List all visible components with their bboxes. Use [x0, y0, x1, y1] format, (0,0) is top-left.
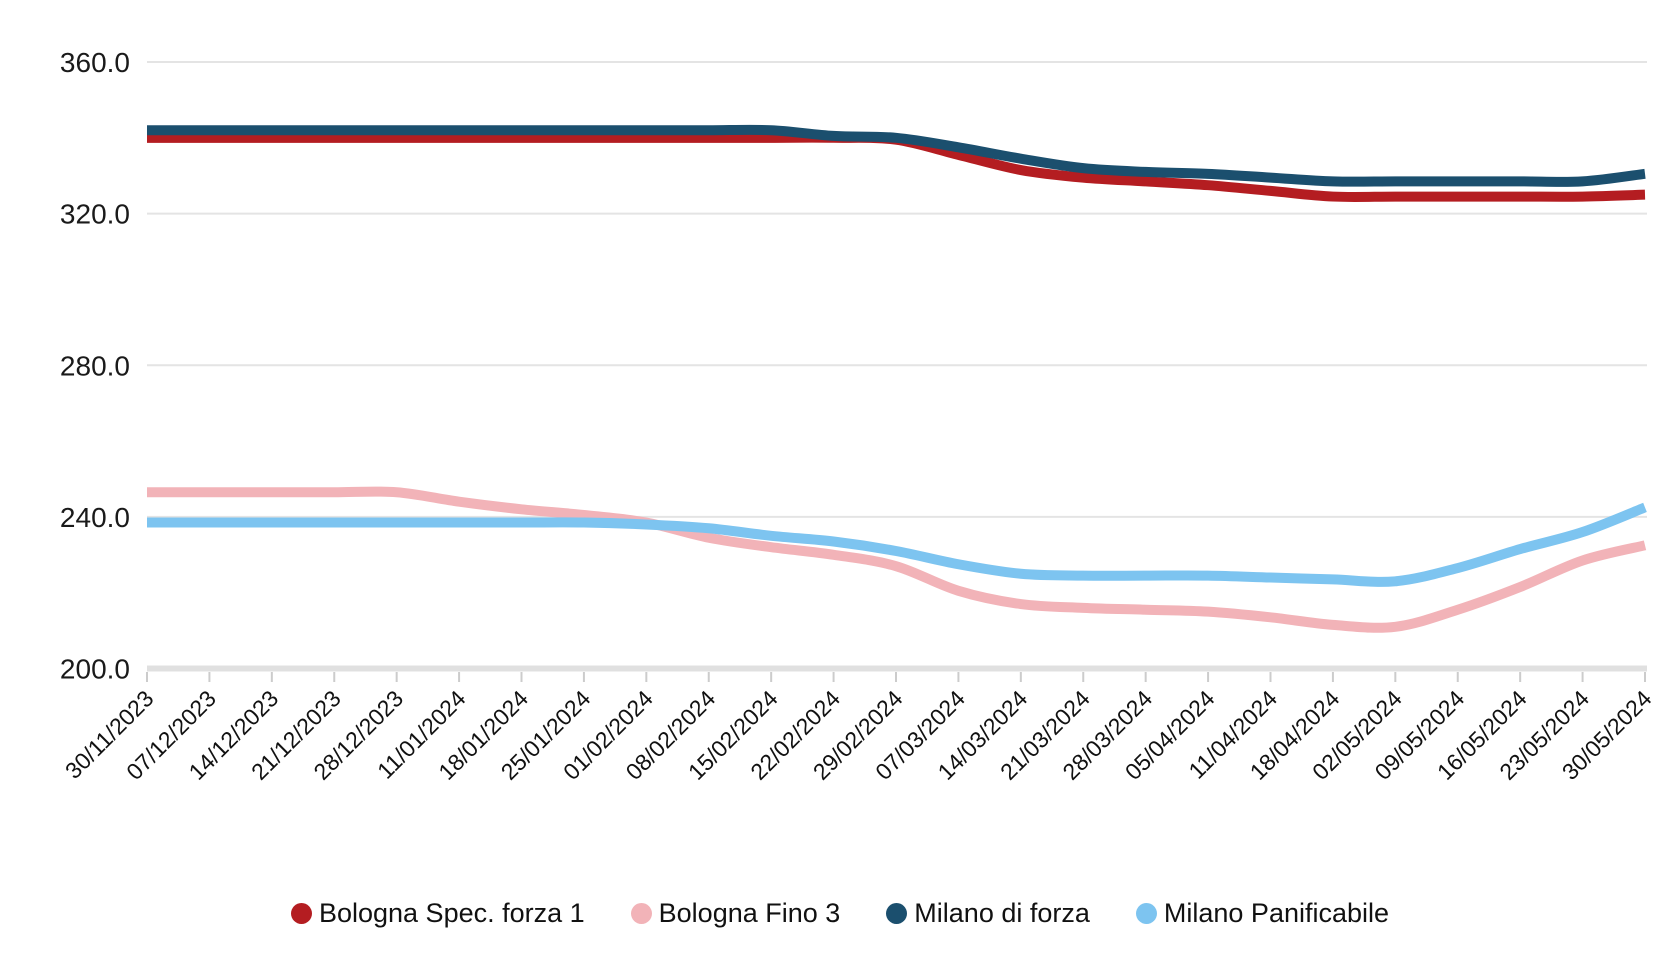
legend-item-milano-di-forza[interactable]: Milano di forza: [886, 898, 1090, 929]
legend-label: Bologna Spec. forza 1: [318, 898, 585, 928]
legend-color-dot: [290, 903, 312, 924]
legend-label: Milano di forza: [914, 898, 1090, 928]
legend-item-bologna-spec-forza-1[interactable]: Bologna Spec. forza 1: [290, 898, 585, 929]
price-line-chart: 200.0240.0280.0320.0360.030/11/202307/12…: [60, 47, 1657, 785]
chart-legend: Bologna Spec. forza 1 Bologna Fino 3 Mil…: [0, 898, 1680, 929]
y-axis-tick-label: 360.0: [60, 47, 130, 78]
series-line-bologna-spec-forza-1[interactable]: [147, 132, 1646, 202]
legend-color-dot: [1135, 903, 1157, 924]
y-axis-tick-label: 320.0: [60, 199, 130, 230]
series-line-milano-panificabile[interactable]: [147, 502, 1647, 587]
series-line-milano-di-forza[interactable]: [146, 124, 1646, 187]
legend-label: Milano Panificabile: [1163, 898, 1390, 928]
legend-color-dot: [886, 903, 908, 924]
y-axis-tick-label: 240.0: [60, 502, 130, 533]
legend-item-bologna-fino-3[interactable]: Bologna Fino 3: [630, 898, 841, 929]
legend-label: Bologna Fino 3: [658, 898, 841, 928]
legend-color-dot: [630, 903, 652, 924]
legend-item-milano-panificabile[interactable]: Milano Panificabile: [1135, 898, 1390, 929]
y-axis-tick-label: 280.0: [60, 350, 130, 381]
series-line-bologna-fino-3[interactable]: [147, 486, 1647, 633]
y-axis-tick-label: 200.0: [60, 654, 130, 685]
